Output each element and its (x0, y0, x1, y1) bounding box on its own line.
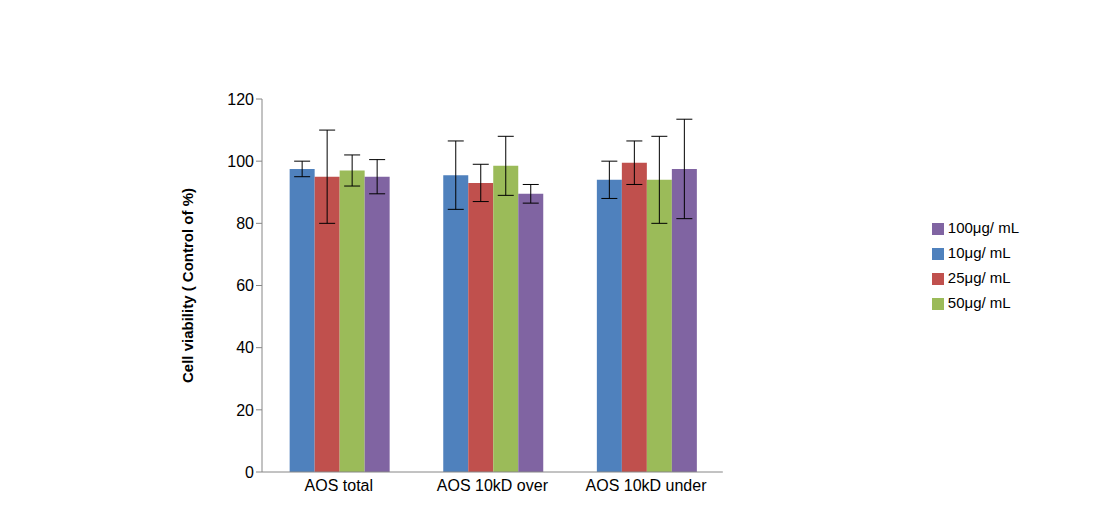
svg-text:Cell viability ( Control of %): Cell viability ( Control of %) (179, 188, 196, 383)
svg-text:60: 60 (236, 277, 254, 294)
html-text:25μg/ mL: 25μg/ mL (947, 268, 1011, 286)
svg-text:80: 80 (236, 215, 254, 232)
svg-text:120: 120 (227, 91, 254, 108)
html-text:10μg/ mL: 10μg/ mL (947, 243, 1011, 261)
html-text:50μg/ mL: 50μg/ mL (947, 293, 1011, 311)
svg-text:20: 20 (236, 402, 254, 419)
svg-text:AOS total: AOS total (305, 477, 373, 494)
svg-text:0: 0 (245, 464, 254, 481)
html-text:100μg/ mL: 100μg/ mL (947, 218, 1019, 236)
svg-text:AOS 10kD under: AOS 10kD under (586, 477, 708, 494)
svg-text:AOS 10kD over: AOS 10kD over (437, 477, 549, 494)
svg-text:100: 100 (227, 153, 254, 170)
svg-text:40: 40 (236, 339, 254, 356)
